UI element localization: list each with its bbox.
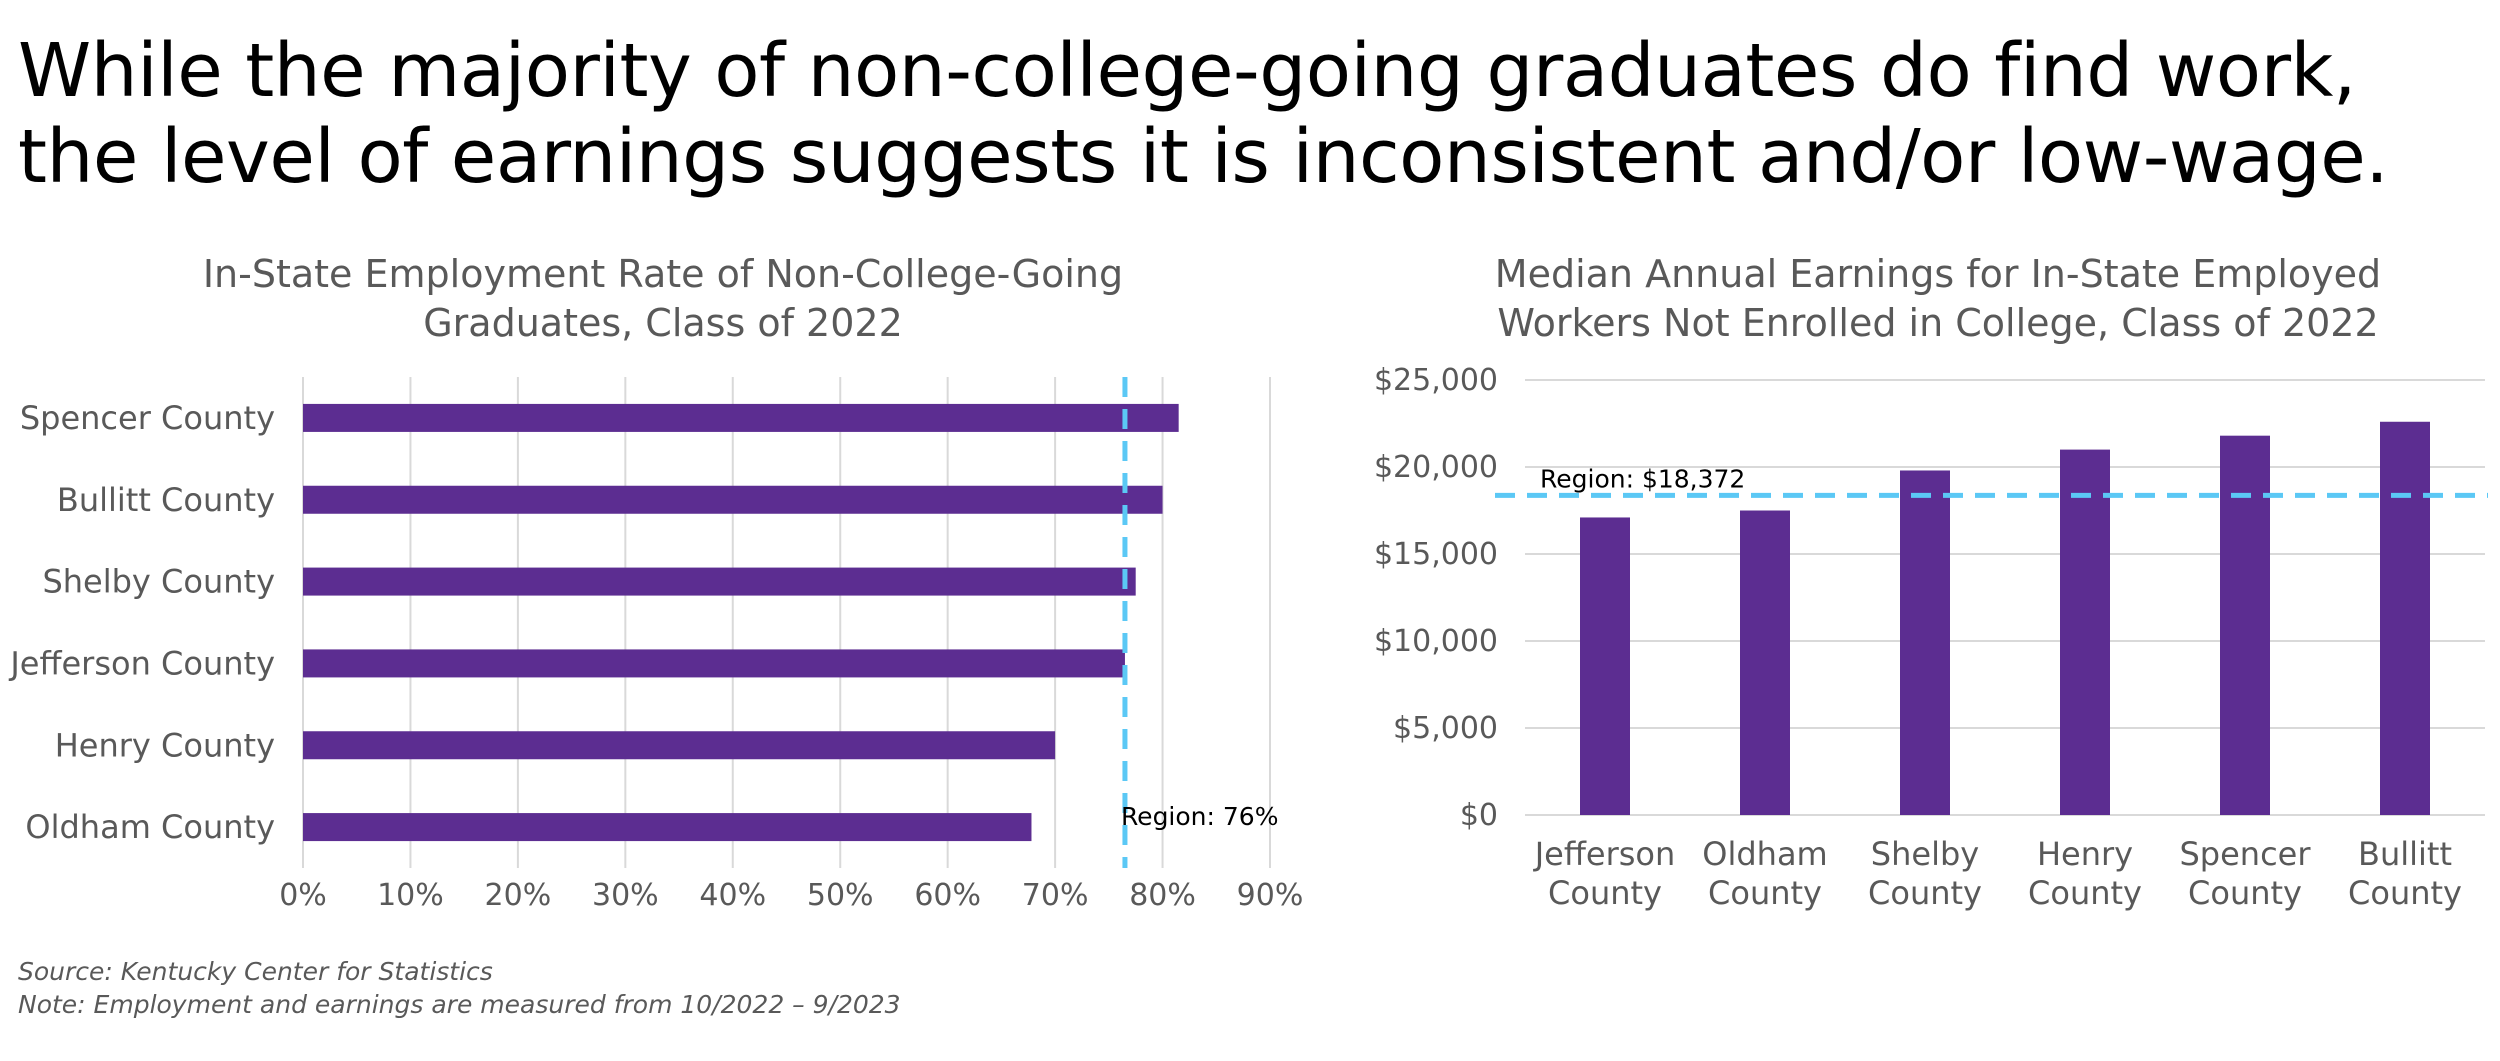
y-tick-label: $5,000 (1393, 711, 1498, 746)
y-tick-label: $0 (1460, 798, 1498, 833)
chart-title-line: Graduates, Class of 2022 (423, 301, 903, 345)
y-tick-label: $10,000 (1374, 624, 1498, 659)
chart-title-line: Median Annual Earnings for In-State Empl… (1495, 252, 2381, 296)
x-tick-label: 0% (279, 878, 327, 913)
bar (303, 485, 1163, 514)
category-label: Bullitt (2358, 835, 2452, 873)
category-label: Spencer (2179, 835, 2311, 873)
measurement-note: Note: Employment and earnings are measur… (18, 990, 901, 1019)
chart-title-line: Workers Not Enrolled in College, Class o… (1497, 301, 2378, 345)
x-tick-label: 80% (1129, 878, 1196, 913)
category-label: Shelby County (42, 563, 275, 601)
category-label: Bullitt County (57, 481, 275, 519)
chart-title-line: In-State Employment Rate of Non-College-… (203, 252, 1123, 296)
source-note: Source: Kentucky Center for Statistics (18, 957, 493, 986)
category-label: County (1868, 874, 1982, 912)
headline-line-1: While the majority of non-college-going … (18, 28, 2356, 114)
bar (303, 567, 1136, 596)
category-label: County (2188, 874, 2302, 912)
x-tick-label: 30% (592, 878, 659, 913)
category-label: Oldham (1702, 835, 1827, 873)
x-tick-label: 50% (807, 878, 874, 913)
y-tick-label: $20,000 (1374, 450, 1498, 485)
x-tick-label: 70% (1022, 878, 1089, 913)
category-label: Oldham County (25, 808, 275, 846)
category-label: County (1708, 874, 1822, 912)
y-tick-label: $15,000 (1374, 537, 1498, 572)
x-tick-label: 40% (699, 878, 766, 913)
category-label: Jefferson County (8, 644, 275, 682)
y-tick-label: $25,000 (1374, 363, 1498, 398)
x-tick-label: 60% (914, 878, 981, 913)
employment-rate-chart: In-State Employment Rate of Non-College-… (0, 240, 1330, 930)
bar (303, 403, 1179, 432)
category-label: Shelby (1871, 835, 1979, 873)
headline-line-2: the level of earnings suggests it is inc… (18, 114, 2389, 200)
category-label: Spencer County (20, 399, 275, 437)
x-tick-label: 20% (485, 878, 552, 913)
median-earnings-chart-svg: Median Annual Earnings for In-State Empl… (1374, 252, 2488, 912)
column (2380, 421, 2430, 815)
column (2060, 449, 2110, 815)
reference-label: Region: 76% (1121, 802, 1279, 831)
category-label: County (1548, 874, 1662, 912)
headline: While the majority of non-college-going … (18, 28, 2488, 200)
category-label: Henry (2037, 835, 2133, 873)
category-label: County (2348, 874, 2462, 912)
column (2220, 435, 2270, 815)
column (1900, 470, 1950, 815)
category-label: Jefferson (1533, 835, 1676, 873)
reference-label: Region: $18,372 (1540, 464, 1745, 493)
category-label: Henry County (55, 726, 275, 764)
x-tick-label: 90% (1237, 878, 1304, 913)
footer-notes: Source: Kentucky Center for Statistics N… (18, 955, 901, 1021)
median-earnings-chart: Median Annual Earnings for In-State Empl… (1340, 240, 2490, 930)
x-tick-label: 10% (377, 878, 444, 913)
column (1740, 510, 1790, 815)
category-label: County (2028, 874, 2142, 912)
column (1580, 517, 1630, 815)
bar (303, 649, 1125, 678)
employment-rate-chart-svg: In-State Employment Rate of Non-College-… (8, 252, 1304, 913)
bar (303, 731, 1056, 760)
bar (303, 813, 1032, 842)
